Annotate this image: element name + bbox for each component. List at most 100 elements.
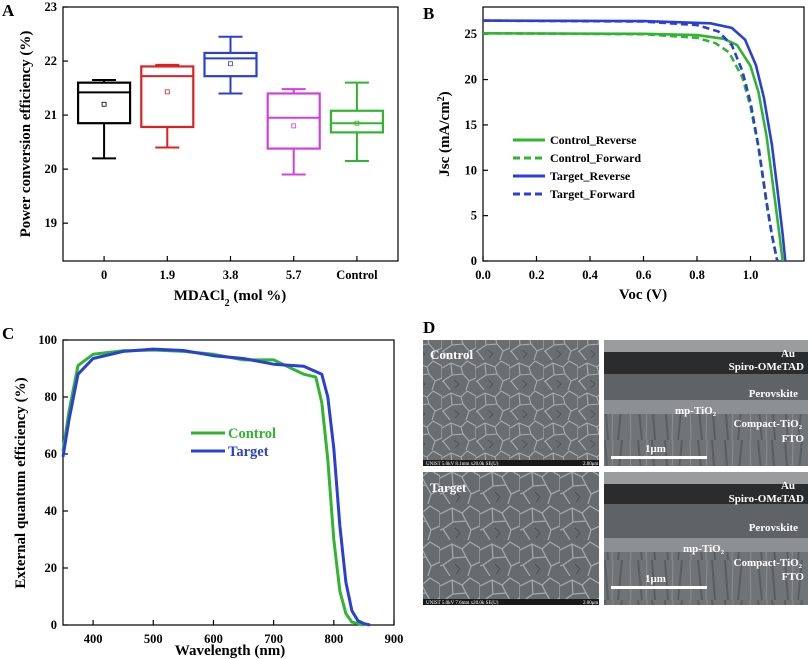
layer-au-target: Au [781,480,795,492]
y-tick-label: 0 [471,254,477,268]
y-tick-label-a: 20 [45,162,58,176]
box-iqr [266,92,321,150]
y-axis-title-c: External quantum efficiency (%) [13,377,29,588]
legend-label: Target_Reverse [550,169,631,183]
y-tick-label-a: 19 [45,216,58,230]
sem-scale-target: 2.00μm [583,601,598,606]
x-tick-label: 700 [264,632,283,646]
x-tick-label: 0.0 [475,268,491,282]
layer-mptio2-control: mp-TiO₂ [675,405,717,417]
series-line-control [61,348,365,627]
x-tick-label-a: Control [336,268,378,282]
sem-control-cross-section: Au Spiro-OMeTAD Perovskite mp-TiO₂ Compa… [604,340,808,466]
sem-scale-control: 2.00μm [583,462,598,467]
layer-fto-control: FTO [782,433,805,445]
y-tick-label: 5 [471,209,477,223]
sem-images-panel: UNIST 5.0kV 8.1mm x20.0k SE(U) 2.00μm Co… [423,340,808,606]
y-tick-label: 100 [38,333,57,347]
sem-target-topview: UNIST 5.0kV 7.6mm x20.0k SE(U) 2.00μm Ta… [423,472,599,606]
sem-info-control: UNIST 5.0kV 8.1mm x20.0k SE(U) [426,462,499,467]
series-line-target [61,347,371,627]
plot-frame-c [62,339,395,626]
x-tick-label: 600 [204,632,223,646]
panel-label-a: A [2,1,15,20]
layer-perovskite-control: Perovskite [749,388,798,400]
y-tick-label: 40 [45,504,58,518]
panel-label-d: D [423,318,435,337]
scale-bar-label-control: 1μm [645,443,666,455]
scale-bar-target [611,586,707,589]
layer-spiro-target: Spiro-OMeTAD [729,493,804,505]
y-tick-label: 25 [465,27,478,41]
y-tick-label: 60 [45,447,58,461]
box-3.8 [203,35,258,95]
x-tick-label-a: 5.7 [286,268,302,282]
x-tick-label: 0.8 [689,268,705,282]
y-axis-title-a: Power conversion efficiency (%) [18,31,34,238]
sem-label-target: Target [430,480,467,495]
y-tick-label-a: 23 [45,0,58,14]
series-line-target-reverse [482,19,787,262]
x-tick-label: 400 [84,632,103,646]
x-tick-label: 900 [385,632,404,646]
legend-label: Control [228,426,276,442]
y-tick-label: 10 [465,163,478,177]
sem-info-target: UNIST 5.0kV 7.6mm x20.0k SE(U) [426,601,499,606]
y-tick-label: 0 [51,618,57,632]
y-tick-label-a: 21 [45,108,58,122]
panel-label-c: C [2,324,14,343]
box-mean-marker [164,89,170,95]
x-tick-label-a: 1.9 [159,268,175,282]
layer-mptio2-target: mp-TiO₂ [683,543,725,555]
scale-bar-control [611,456,707,459]
legend-label: Target [228,444,269,460]
sem-target-cross-section: Au Spiro-OMeTAD Perovskite mp-TiO₂ Compa… [604,472,808,605]
jv-curve-panel: 0.0 0.2 0.4 0.6 0.8 1.0 0 5 10 15 20 25 Control_Rev… [436,6,805,303]
box-Control [329,81,385,163]
x-axis-title-c: Wavelength (nm) [175,643,285,659]
x-tick-label: 1.0 [743,268,759,282]
box-mean-marker [291,123,297,129]
panel-label-b: B [423,4,434,23]
scale-bar-label-target: 1μm [645,573,666,585]
x-axis-title-b: Voc (V) [619,287,667,303]
x-tick-label: 0.2 [529,268,545,282]
series-line-control-reverse [482,32,784,262]
x-tick-label: 800 [324,632,343,646]
box-mean-marker [354,120,360,126]
box-plot-panel: 19 20 21 22 23 0 1.9 3.8 5.7 Control MDACl2 (mol … [18,0,399,309]
y-tick-label: 20 [465,73,478,87]
legend-label: Target_Forward [550,187,635,201]
x-tick-label: 500 [144,632,163,646]
box-mean-marker [101,101,107,107]
legend-label: Control_Reverse [550,133,637,147]
sem-label-control: Control [430,347,473,362]
y-tick-label: 80 [45,390,58,404]
layer-perovskite-target: Perovskite [749,522,798,534]
layer-spiro-control: Spiro-OMeTAD [729,361,804,373]
x-tick-label: 0.4 [582,268,598,282]
layer-au-control: Au [781,348,795,360]
legend-label: Control_Forward [550,151,641,165]
x-tick-label-a: 0 [101,268,107,282]
layer-compact-control: Compact-TiO₂ [734,418,803,430]
x-axis-title-a: MDACl2 (mol %) [174,288,286,309]
box-iqr [203,51,258,78]
series-line-control-forward [482,32,779,262]
box-iqr [76,81,132,125]
sem-control-topview: UNIST 5.0kV 8.1mm x20.0k SE(U) 2.00μm Co… [423,340,599,467]
box-mean-marker [228,61,233,67]
y-tick-label: 15 [465,118,478,132]
layer-compact-target: Compact-TiO₂ [734,557,803,569]
box-1.9 [140,63,195,149]
box-0 [76,78,132,160]
y-tick-label: 20 [45,561,58,575]
y-axis-title-b: Jsc (mA/cm2) [436,91,454,176]
y-tick-label-a: 22 [45,54,58,68]
x-tick-label-a: 3.8 [223,268,239,282]
eqe-panel: 400 500 600 700 800 900 0 20 40 60 80 100 Control Ta… [13,333,403,659]
box-5.7 [266,88,321,176]
x-tick-label: 0.6 [636,268,652,282]
layer-fto-target: FTO [782,571,805,583]
